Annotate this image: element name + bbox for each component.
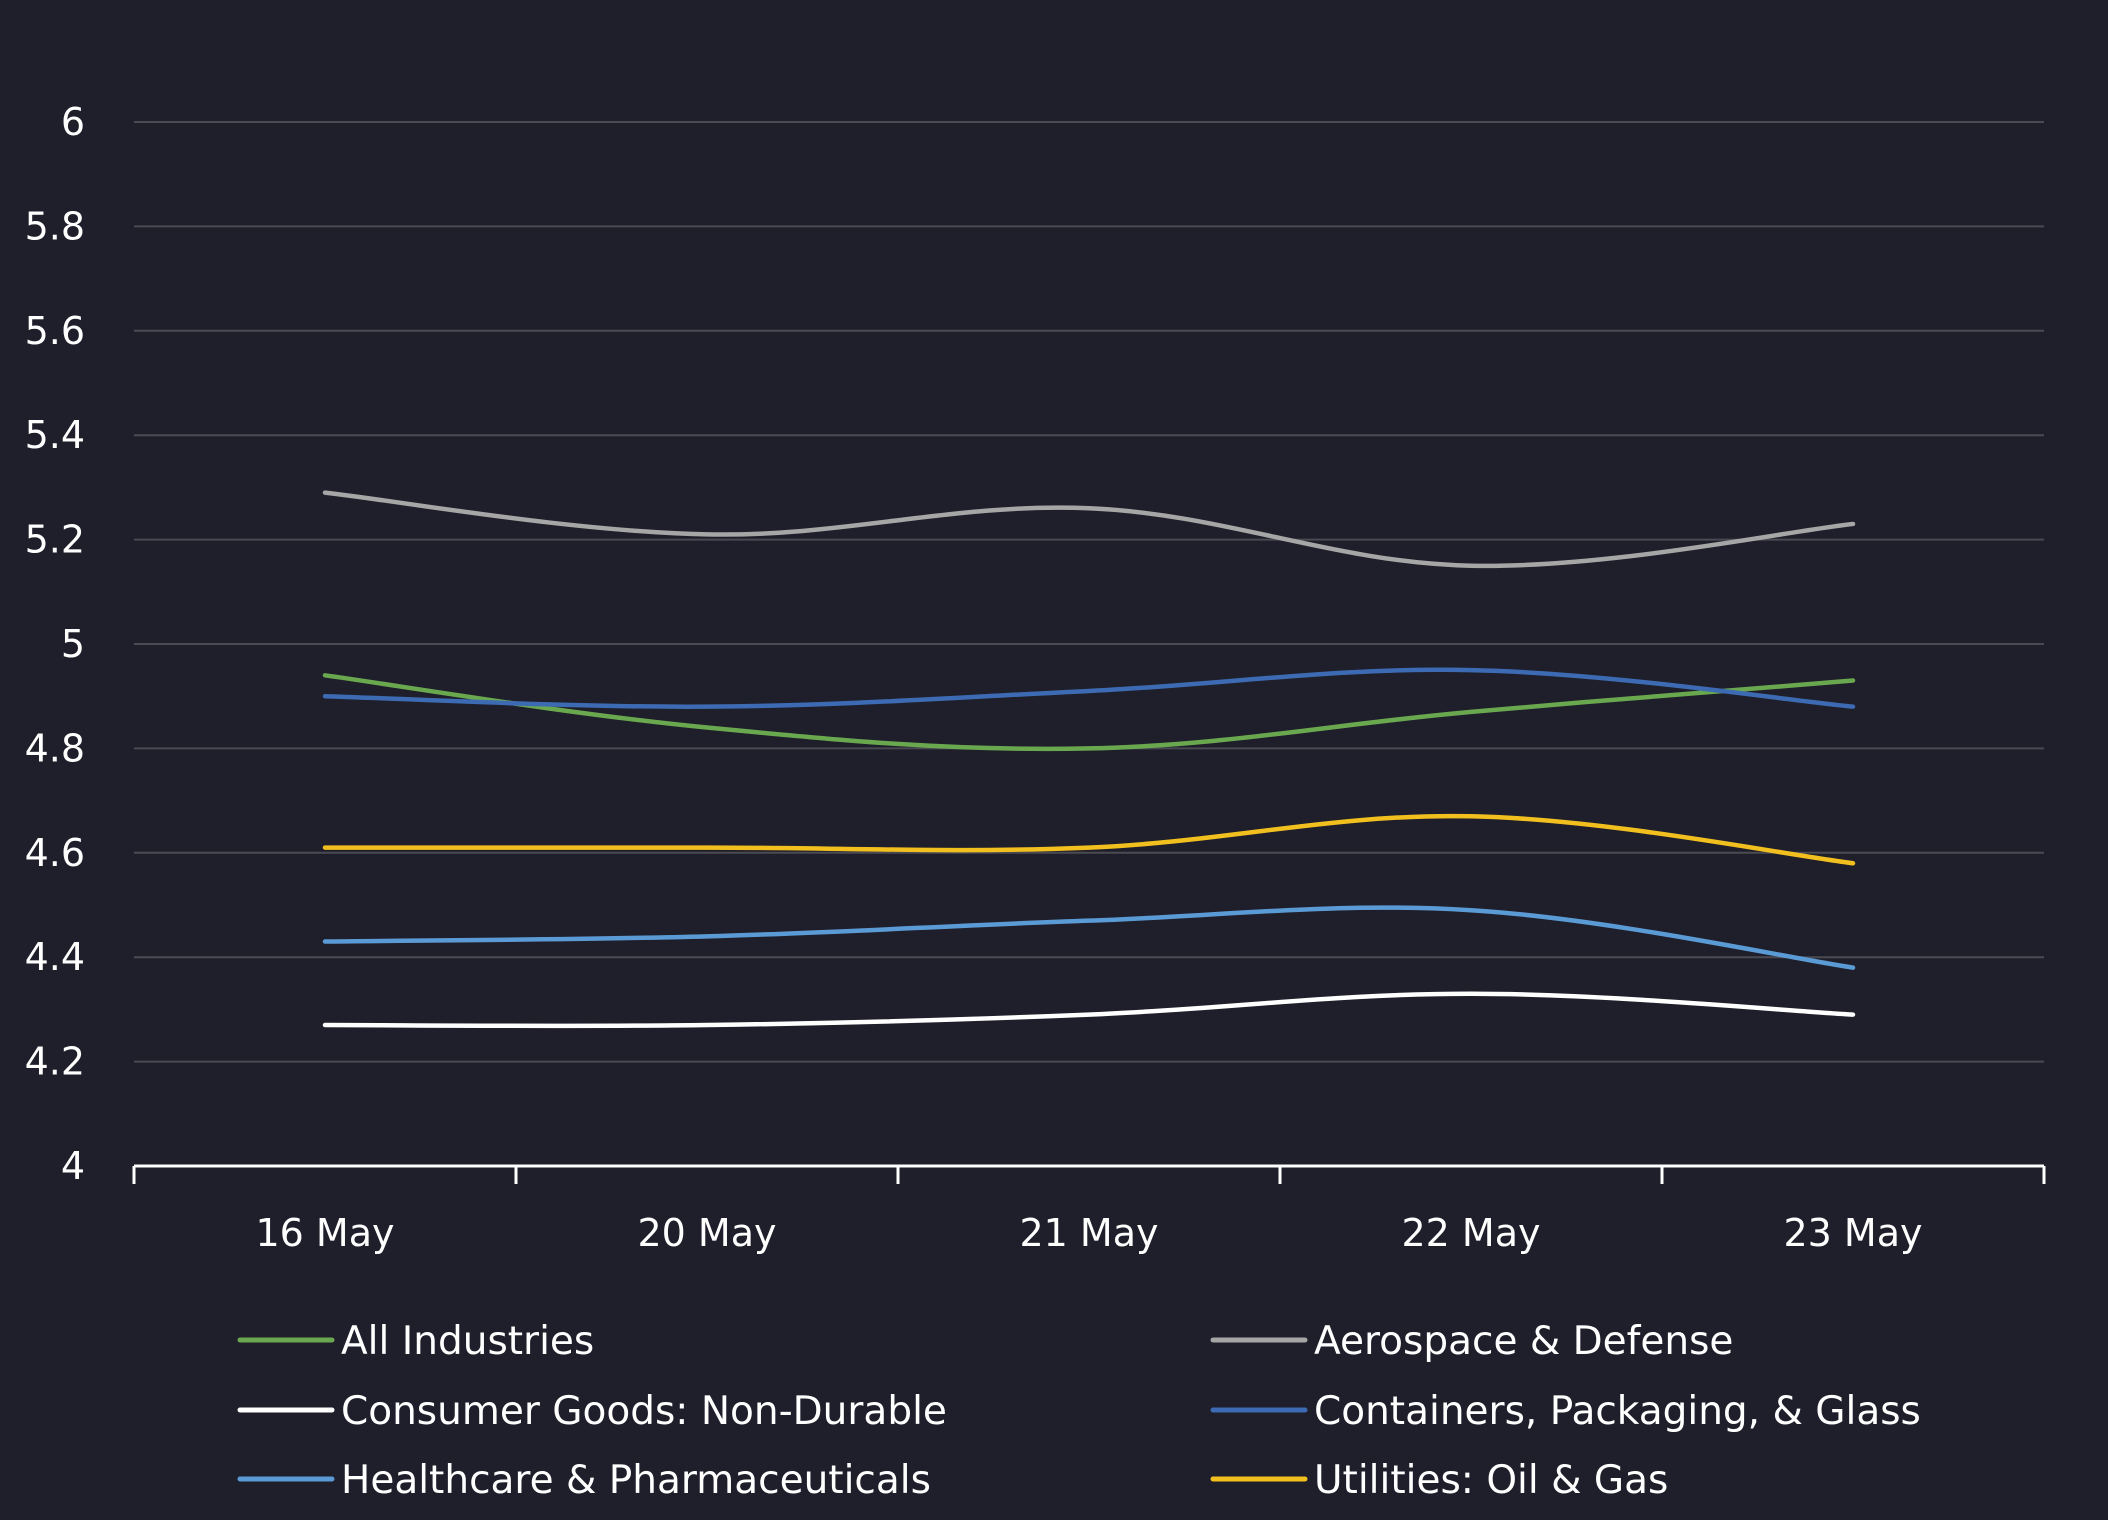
legend-label: Utilities: Oil & Gas (1314, 1458, 1668, 1503)
y-tick-label: 5.2 (25, 518, 85, 562)
y-tick-label: 6 (61, 100, 85, 144)
legend-item-consumer-goods-non-durable: Consumer Goods: Non-Durable (237, 1389, 947, 1434)
series-lines (322, 490, 1856, 1029)
x-tick-label: 16 May (256, 1211, 395, 1255)
x-axis: 16 May 20 May 21 May 22 May 23 May (132, 1164, 2046, 1255)
x-tick-label: 23 May (1784, 1211, 1923, 1255)
y-axis-ticks: 4 4.2 4.4 4.6 4.8 5 5.2 5.4 5.6 5.8 6 (25, 100, 85, 1188)
x-tick-label: 22 May (1402, 1211, 1541, 1255)
y-tick-label: 4.2 (25, 1040, 85, 1084)
legend-label: Consumer Goods: Non-Durable (341, 1389, 947, 1434)
series-line-aerospace-defense (322, 490, 1856, 569)
gridlines (134, 121, 2044, 1063)
legend-item-all-industries: All Industries (237, 1319, 594, 1364)
legend-label: All Industries (341, 1319, 594, 1364)
y-tick-label: 5.6 (25, 309, 85, 353)
legend-item-containers-packaging-glass: Containers, Packaging, & Glass (1210, 1389, 1921, 1434)
y-tick-label: 4.8 (25, 726, 85, 770)
legend-label: Containers, Packaging, & Glass (1314, 1389, 1921, 1434)
y-tick-label: 4.6 (25, 831, 85, 875)
legend-label: Healthcare & Pharmaceuticals (341, 1458, 931, 1503)
y-tick-label: 5 (61, 622, 85, 666)
legend-item-healthcare-pharmaceuticals: Healthcare & Pharmaceuticals (237, 1458, 931, 1503)
y-tick-label: 5.8 (25, 204, 85, 248)
x-tick-label: 20 May (638, 1211, 777, 1255)
legend-item-aerospace-defense: Aerospace & Defense (1210, 1319, 1733, 1364)
y-tick-label: 4.4 (25, 935, 85, 979)
series-line-utilities-oil-gas (322, 813, 1856, 866)
series-line-consumer-goods-non-durable (322, 991, 1856, 1029)
series-line-containers-packaging-glass (322, 667, 1856, 709)
x-tick-label: 21 May (1020, 1211, 1159, 1255)
y-tick-label: 5.4 (25, 413, 85, 457)
legend-label: Aerospace & Defense (1314, 1319, 1733, 1364)
series-line-all-industries (322, 673, 1856, 752)
legend: All Industries Aerospace & Defense Consume… (237, 1319, 1921, 1503)
legend-item-utilities-oil-gas: Utilities: Oil & Gas (1210, 1458, 1668, 1503)
y-tick-label: 4 (61, 1144, 85, 1188)
series-line-healthcare-pharmaceuticals (322, 905, 1856, 970)
